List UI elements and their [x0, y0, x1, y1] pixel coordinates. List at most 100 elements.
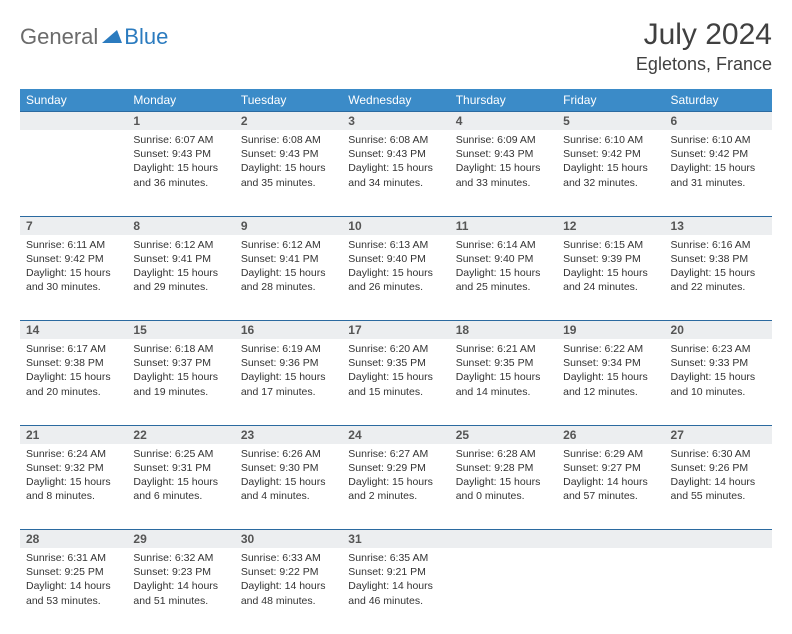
day-number-cell: 29	[127, 530, 234, 549]
day-number-cell	[450, 530, 557, 549]
day-content-cell: Sunrise: 6:30 AMSunset: 9:26 PMDaylight:…	[665, 444, 772, 530]
day-content-cell: Sunrise: 6:13 AMSunset: 9:40 PMDaylight:…	[342, 235, 449, 321]
day-content-cell: Sunrise: 6:07 AMSunset: 9:43 PMDaylight:…	[127, 130, 234, 216]
weekday-header-row: Sunday Monday Tuesday Wednesday Thursday…	[20, 89, 772, 112]
daylight-text: Daylight: 15 hours and 0 minutes.	[456, 475, 551, 503]
sunrise-text: Sunrise: 6:10 AM	[671, 133, 766, 147]
day-number-cell: 18	[450, 321, 557, 340]
daylight-text: Daylight: 15 hours and 33 minutes.	[456, 161, 551, 189]
day-content-cell: Sunrise: 6:08 AMSunset: 9:43 PMDaylight:…	[235, 130, 342, 216]
daylight-text: Daylight: 15 hours and 35 minutes.	[241, 161, 336, 189]
sunrise-text: Sunrise: 6:14 AM	[456, 238, 551, 252]
daylight-text: Daylight: 15 hours and 28 minutes.	[241, 266, 336, 294]
sunrise-text: Sunrise: 6:32 AM	[133, 551, 228, 565]
day-content-cell: Sunrise: 6:09 AMSunset: 9:43 PMDaylight:…	[450, 130, 557, 216]
daylight-text: Daylight: 14 hours and 46 minutes.	[348, 579, 443, 607]
sunrise-text: Sunrise: 6:27 AM	[348, 447, 443, 461]
day-number-cell: 25	[450, 425, 557, 444]
sunset-text: Sunset: 9:41 PM	[133, 252, 228, 266]
sunset-text: Sunset: 9:30 PM	[241, 461, 336, 475]
header: General Blue July 2024 Egletons, France	[20, 18, 772, 75]
day-number-cell: 3	[342, 112, 449, 131]
sunset-text: Sunset: 9:42 PM	[563, 147, 658, 161]
daylight-text: Daylight: 14 hours and 57 minutes.	[563, 475, 658, 503]
day-content-cell: Sunrise: 6:25 AMSunset: 9:31 PMDaylight:…	[127, 444, 234, 530]
day-content-cell	[450, 548, 557, 634]
sunrise-text: Sunrise: 6:24 AM	[26, 447, 121, 461]
location-label: Egletons, France	[636, 54, 772, 75]
day-number-cell: 15	[127, 321, 234, 340]
weekday-header: Saturday	[665, 89, 772, 112]
day-content-cell: Sunrise: 6:33 AMSunset: 9:22 PMDaylight:…	[235, 548, 342, 634]
day-number-cell: 10	[342, 216, 449, 235]
day-number-cell: 8	[127, 216, 234, 235]
sunset-text: Sunset: 9:43 PM	[241, 147, 336, 161]
sunrise-text: Sunrise: 6:12 AM	[133, 238, 228, 252]
day-content-row: Sunrise: 6:24 AMSunset: 9:32 PM Daylight:…	[20, 444, 772, 530]
daylight-text: Daylight: 15 hours and 22 minutes.	[671, 266, 766, 294]
sunset-text: Sunset: 9:38 PM	[26, 356, 121, 370]
sunset-text: Sunset: 9:34 PM	[563, 356, 658, 370]
day-content-cell: Sunrise: 6:22 AMSunset: 9:34 PMDaylight:…	[557, 339, 664, 425]
sunrise-text: Sunrise: 6:21 AM	[456, 342, 551, 356]
day-number-row: 14151617181920	[20, 321, 772, 340]
sunrise-text: Sunrise: 6:31 AM	[26, 551, 121, 565]
day-number-cell: 4	[450, 112, 557, 131]
daylight-text: Daylight: 15 hours and 36 minutes.	[133, 161, 228, 189]
day-number-cell: 14	[20, 321, 127, 340]
daylight-text: Daylight: 14 hours and 53 minutes.	[26, 579, 121, 607]
sunrise-text: Sunrise: 6:22 AM	[563, 342, 658, 356]
page-title: July 2024	[636, 18, 772, 52]
day-content-cell	[20, 130, 127, 216]
calendar-table: Sunday Monday Tuesday Wednesday Thursday…	[20, 89, 772, 634]
day-content-cell: Sunrise: 6:11 AMSunset: 9:42 PMDaylight:…	[20, 235, 127, 321]
daylight-text: Daylight: 15 hours and 20 minutes.	[26, 370, 121, 398]
weekday-header: Monday	[127, 89, 234, 112]
day-content-cell: Sunrise: 6:17 AMSunset: 9:38 PMDaylight:…	[20, 339, 127, 425]
daylight-text: Daylight: 15 hours and 30 minutes.	[26, 266, 121, 294]
daylight-text: Daylight: 15 hours and 34 minutes.	[348, 161, 443, 189]
daylight-text: Daylight: 15 hours and 17 minutes.	[241, 370, 336, 398]
day-number-cell: 31	[342, 530, 449, 549]
day-number-cell: 21	[20, 425, 127, 444]
day-number-cell: 11	[450, 216, 557, 235]
sunrise-text: Sunrise: 6:12 AM	[241, 238, 336, 252]
sunset-text: Sunset: 9:38 PM	[671, 252, 766, 266]
daylight-text: Daylight: 14 hours and 55 minutes.	[671, 475, 766, 503]
day-number-row: 21222324252627	[20, 425, 772, 444]
day-number-cell: 22	[127, 425, 234, 444]
day-number-cell: 5	[557, 112, 664, 131]
day-content-cell: Sunrise: 6:16 AMSunset: 9:38 PMDaylight:…	[665, 235, 772, 321]
sunrise-text: Sunrise: 6:08 AM	[241, 133, 336, 147]
day-number-cell: 20	[665, 321, 772, 340]
day-content-cell: Sunrise: 6:32 AMSunset: 9:23 PMDaylight:…	[127, 548, 234, 634]
sunset-text: Sunset: 9:40 PM	[348, 252, 443, 266]
logo: General Blue	[20, 24, 168, 50]
day-content-cell: Sunrise: 6:27 AMSunset: 9:29 PMDaylight:…	[342, 444, 449, 530]
sunrise-text: Sunrise: 6:35 AM	[348, 551, 443, 565]
sunset-text: Sunset: 9:42 PM	[671, 147, 766, 161]
day-number-row: 123456	[20, 112, 772, 131]
day-content-cell: Sunrise: 6:26 AMSunset: 9:30 PMDaylight:…	[235, 444, 342, 530]
day-number-cell	[557, 530, 664, 549]
sunrise-text: Sunrise: 6:18 AM	[133, 342, 228, 356]
day-number-cell: 17	[342, 321, 449, 340]
daylight-text: Daylight: 15 hours and 2 minutes.	[348, 475, 443, 503]
day-number-cell: 2	[235, 112, 342, 131]
day-content-cell: Sunrise: 6:24 AMSunset: 9:32 PMDaylight:…	[20, 444, 127, 530]
daylight-text: Daylight: 15 hours and 31 minutes.	[671, 161, 766, 189]
daylight-text: Daylight: 15 hours and 19 minutes.	[133, 370, 228, 398]
logo-text-general: General	[20, 24, 98, 50]
sunrise-text: Sunrise: 6:19 AM	[241, 342, 336, 356]
logo-triangle-icon	[102, 27, 122, 48]
sunset-text: Sunset: 9:33 PM	[671, 356, 766, 370]
day-number-cell	[665, 530, 772, 549]
sunset-text: Sunset: 9:27 PM	[563, 461, 658, 475]
sunset-text: Sunset: 9:32 PM	[26, 461, 121, 475]
logo-text-blue: Blue	[124, 24, 168, 50]
sunrise-text: Sunrise: 6:13 AM	[348, 238, 443, 252]
sunset-text: Sunset: 9:37 PM	[133, 356, 228, 370]
sunrise-text: Sunrise: 6:11 AM	[26, 238, 121, 252]
day-content-row: Sunrise: 6:17 AMSunset: 9:38 PMDaylight:…	[20, 339, 772, 425]
sunset-text: Sunset: 9:25 PM	[26, 565, 121, 579]
